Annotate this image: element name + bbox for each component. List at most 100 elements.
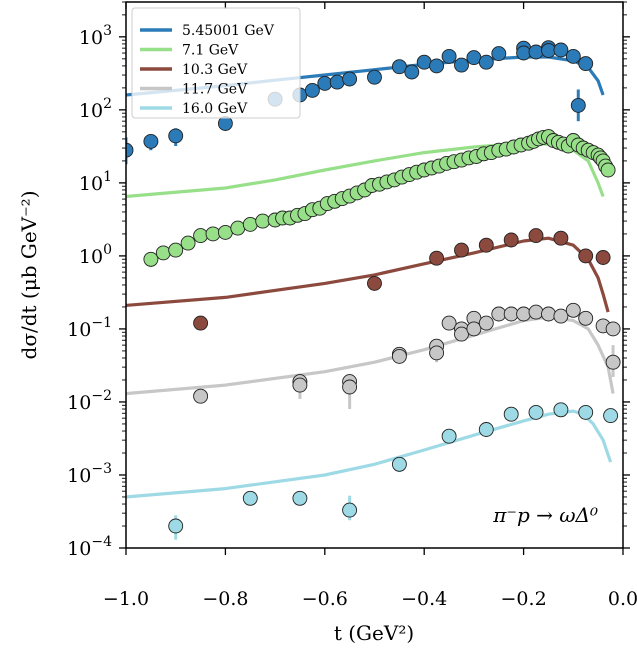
y-tick-label-2: 10−2 [67, 388, 112, 414]
data-point-s1-9 [255, 213, 271, 229]
data-point-s2-0 [193, 315, 209, 331]
data-point-s1-62 [600, 162, 616, 178]
data-point-s1-2 [168, 242, 184, 258]
data-point-s2-3 [454, 242, 469, 258]
data-point-s3-0 [193, 388, 209, 404]
y-tick-label-4: 100 [79, 242, 112, 268]
legend-label-2: 10.3 GeV [182, 62, 248, 78]
data-point-s4-3 [342, 502, 358, 518]
x-axis-title: t (GeV²) [334, 621, 414, 645]
legend-label-3: 11.7 GeV [182, 82, 248, 98]
data-point-s3-4 [342, 379, 358, 395]
data-point-s0-15 [441, 48, 457, 64]
data-point-s1-4 [193, 228, 209, 244]
data-point-s3-9 [441, 315, 457, 331]
x-tick-label-4: −0.2 [501, 588, 547, 610]
x-tick-label-2: −0.6 [302, 588, 348, 610]
data-point-s0-1 [143, 133, 159, 149]
data-point-s1-1 [155, 245, 171, 261]
legend-frame [131, 7, 301, 119]
y-tick-label-1: 10−3 [67, 461, 112, 487]
data-point-s3-20 [553, 308, 569, 324]
data-point-s2-9 [595, 250, 611, 265]
data-point-s3-16 [503, 306, 519, 322]
data-point-s1-5 [205, 226, 221, 242]
data-point-s0-9 [342, 71, 358, 87]
data-point-s0-6 [304, 82, 320, 98]
data-point-s2-8 [578, 248, 594, 264]
legend-label-1: 7.1 GeV [182, 43, 239, 59]
y-tick-label-7: 103 [79, 23, 112, 49]
data-point-s0-26 [565, 48, 581, 64]
x-axis-ticks: −1.0 −0.8 −0.6 −0.4 −0.2 0.0 [103, 2, 637, 610]
fit-curve-2 [126, 236, 610, 313]
data-point-s0-14 [429, 58, 445, 74]
data-point-s4-7 [503, 406, 519, 422]
data-point-s0-13 [416, 54, 432, 70]
data-point-s3-2 [292, 377, 308, 393]
data-point-s1-3 [180, 235, 196, 251]
y-axis-ticks: 10−4 10−3 10−2 10−1 100 101 102 103 [67, 1, 630, 560]
data-point-s0-22 [528, 44, 544, 60]
data-point-s0-27 [578, 56, 594, 72]
data-point-s0-2 [168, 128, 184, 144]
legend: 5.45001 GeV 7.1 GeV 10.3 GeV 11.7 GeV 16.0 G… [131, 7, 301, 119]
data-point-s4-10 [578, 404, 594, 420]
data-point-s0-7 [317, 75, 333, 91]
data-point-s2-6 [528, 228, 544, 244]
data-point-s3-13 [466, 321, 482, 337]
data-point-s0-10 [367, 69, 382, 85]
data-point-s0-3 [217, 116, 233, 131]
data-point-s0-18 [478, 54, 494, 70]
data-point-s3-11 [454, 326, 469, 342]
legend-label-0: 5.45001 GeV [182, 23, 275, 39]
data-point-s4-4 [391, 456, 407, 472]
x-tick-label-0: −1.0 [103, 588, 149, 610]
data-point-s3-14 [478, 315, 494, 331]
data-point-s2-4 [478, 237, 494, 253]
data-point-s2-1 [367, 275, 382, 291]
data-point-s4-0 [168, 518, 184, 534]
data-point-s3-6 [391, 348, 407, 364]
data-point-s0-19 [491, 46, 507, 62]
data-point-s1-0 [143, 251, 159, 267]
reaction-annotation: π⁻p → ωΔ⁰ [492, 503, 598, 527]
data-point-s1-8 [242, 216, 258, 232]
fit-curves [126, 55, 615, 499]
y-axis-title: dσ/dt (μb GeV⁻²) [17, 191, 41, 360]
data-point-s4-11 [603, 408, 619, 424]
data-point-s3-25 [605, 354, 621, 370]
data-point-s2-7 [553, 230, 569, 246]
x-tick-label-5: 0.0 [608, 588, 637, 610]
data-point-s1-7 [230, 220, 246, 236]
fit-curve-4 [126, 409, 613, 499]
data-point-s4-5 [441, 428, 457, 444]
data-point-s0-17 [466, 50, 482, 66]
x-tick-label-3: −0.4 [401, 588, 447, 610]
y-tick-label-5: 101 [79, 169, 112, 195]
data-point-s2-2 [429, 250, 445, 266]
plot-frame [125, 1, 624, 549]
y-tick-label-6: 102 [79, 96, 112, 122]
x-tick-label-1: −0.8 [202, 588, 248, 610]
data-point-s0-25 [553, 42, 569, 58]
data-point-s3-21 [565, 302, 581, 318]
data-point-s2-5 [503, 232, 519, 248]
data-point-s0-8 [329, 74, 345, 90]
data-point-s4-2 [292, 490, 308, 506]
data-point-s4-9 [553, 402, 569, 418]
data-point-s3-24 [605, 321, 621, 337]
data-point-s3-19 [541, 306, 556, 322]
data-point-s3-18 [528, 304, 544, 320]
y-tick-label-0: 10−4 [67, 534, 112, 560]
data-point-s3-15 [491, 306, 507, 322]
data-point-s1-6 [217, 224, 233, 240]
data-point-s0-11 [391, 59, 407, 75]
data-point-s0-16 [454, 57, 469, 73]
data-point-s4-1 [242, 490, 258, 506]
data-point-s4-6 [478, 422, 494, 437]
fit-curve-1 [126, 141, 605, 199]
data-points [126, 40, 621, 534]
y-tick-label-3: 10−1 [67, 315, 112, 341]
data-point-s3-8 [429, 345, 445, 361]
